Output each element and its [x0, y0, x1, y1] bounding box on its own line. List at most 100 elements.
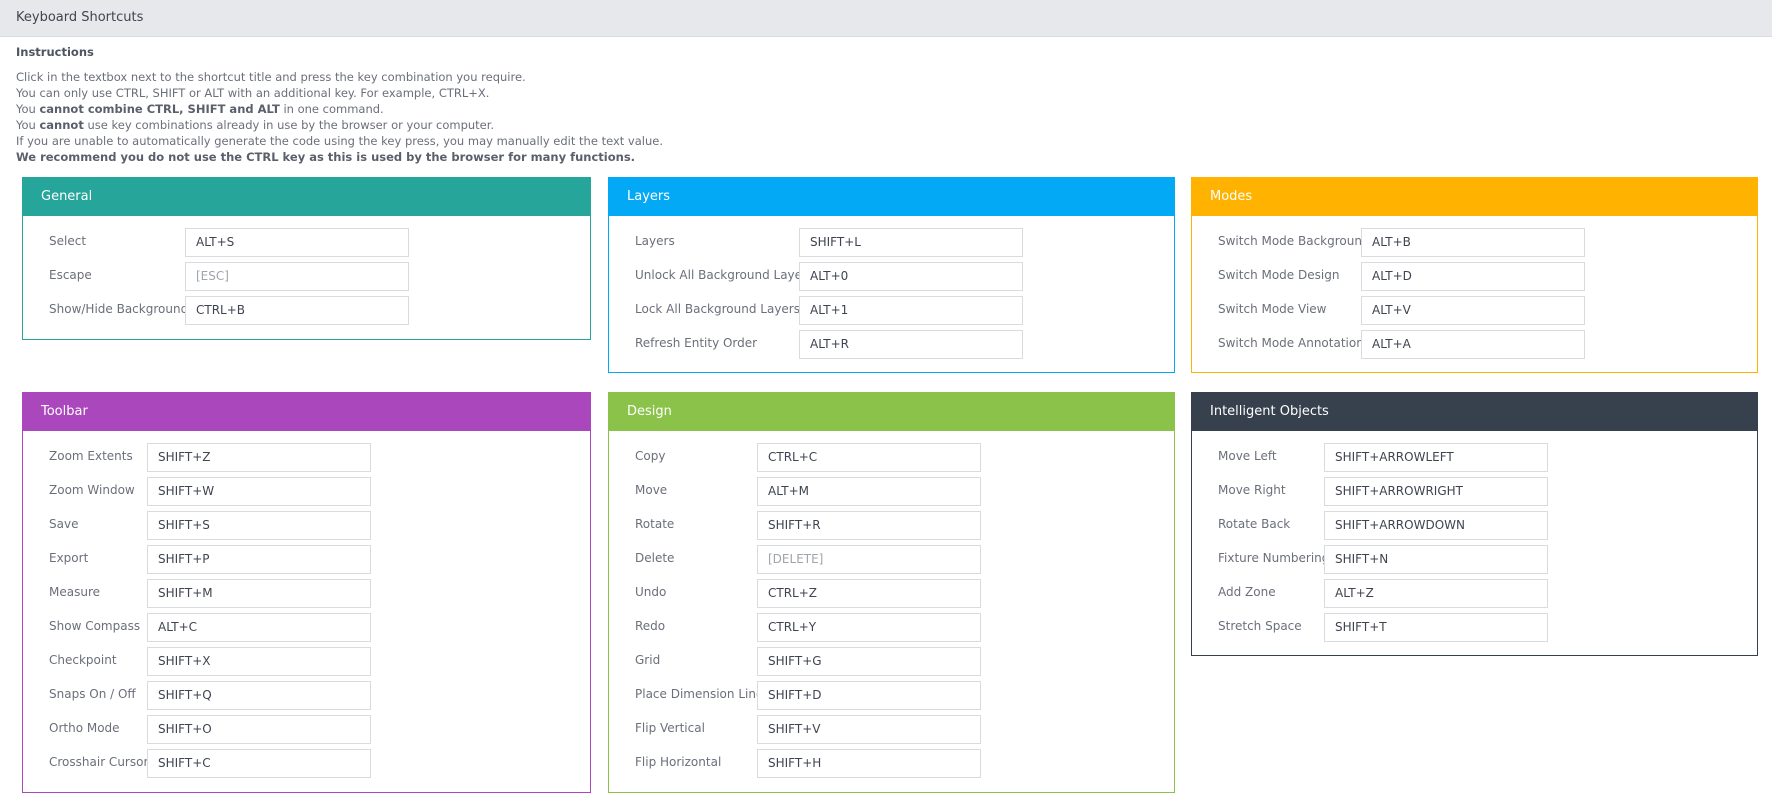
- shortcut-input[interactable]: SHIFT+L: [799, 228, 1023, 257]
- shortcut-input[interactable]: ALT+R: [799, 330, 1023, 359]
- panel-title: Intelligent Objects: [1192, 393, 1757, 431]
- shortcut-input[interactable]: ALT+1: [799, 296, 1023, 325]
- shortcut-input[interactable]: SHIFT+D: [757, 681, 981, 710]
- shortcut-input[interactable]: SHIFT+Q: [147, 681, 371, 710]
- shortcut-row: Unlock All Background Layers ALT+0: [609, 262, 1174, 296]
- shortcut-input[interactable]: SHIFT+ARROWLEFT: [1324, 443, 1548, 472]
- shortcut-input[interactable]: SHIFT+P: [147, 545, 371, 574]
- shortcut-list: Copy CTRL+C Move ALT+M Rotate SHIFT+R Delete [D…: [609, 431, 1174, 783]
- shortcut-input[interactable]: [DELETE]: [757, 545, 981, 574]
- instruction-line: You cannot combine CTRL, SHIFT and ALT i…: [16, 101, 663, 117]
- shortcut-row: Move Left SHIFT+ARROWLEFT: [1192, 443, 1757, 477]
- instruction-text: You: [16, 118, 40, 132]
- shortcut-input[interactable]: ALT+Z: [1324, 579, 1548, 608]
- instruction-emphasis: cannot combine CTRL, SHIFT and ALT: [39, 102, 280, 116]
- panel-title: General: [23, 178, 590, 216]
- shortcut-label: Switch Mode Background: [1218, 234, 1370, 248]
- instruction-text: You can only use CTRL, SHIFT or ALT with…: [16, 86, 490, 100]
- panel-design: Design Copy CTRL+C Move ALT+M Rotate SHIFT+R De…: [608, 392, 1175, 793]
- shortcut-label: Fixture Numbering: [1218, 551, 1330, 565]
- panel-toolbar: Toolbar Zoom Extents SHIFT+Z Zoom Window SHI…: [22, 392, 591, 793]
- shortcut-input[interactable]: ALT+0: [799, 262, 1023, 291]
- shortcut-input[interactable]: ALT+M: [757, 477, 981, 506]
- shortcut-row: Switch Mode Annotation ALT+A: [1192, 330, 1757, 364]
- shortcut-row: Lock All Background Layers ALT+1: [609, 296, 1174, 330]
- shortcut-input[interactable]: CTRL+Z: [757, 579, 981, 608]
- panel-modes: Modes Switch Mode Background ALT+B Switch M…: [1191, 177, 1758, 373]
- shortcut-label: Add Zone: [1218, 585, 1276, 599]
- shortcut-input[interactable]: [ESC]: [185, 262, 409, 291]
- instruction-text: If you are unable to automatically gener…: [16, 134, 663, 148]
- shortcut-row: Save SHIFT+S: [23, 511, 590, 545]
- shortcut-input[interactable]: SHIFT+ARROWDOWN: [1324, 511, 1548, 540]
- shortcut-row: Switch Mode View ALT+V: [1192, 296, 1757, 330]
- shortcut-row: Escape [ESC]: [23, 262, 590, 296]
- shortcut-row: Crosshair Cursor SHIFT+C: [23, 749, 590, 783]
- shortcut-label: Checkpoint: [49, 653, 117, 667]
- shortcut-row: Add Zone ALT+Z: [1192, 579, 1757, 613]
- shortcut-input[interactable]: SHIFT+R: [757, 511, 981, 540]
- shortcut-row: Move ALT+M: [609, 477, 1174, 511]
- panel-layers: Layers Layers SHIFT+L Unlock All Background…: [608, 177, 1175, 373]
- shortcut-label: Refresh Entity Order: [635, 336, 758, 350]
- shortcut-row: Measure SHIFT+M: [23, 579, 590, 613]
- shortcut-label: Grid: [635, 653, 661, 667]
- shortcut-input[interactable]: SHIFT+ARROWRIGHT: [1324, 477, 1548, 506]
- shortcut-row: Layers SHIFT+L: [609, 228, 1174, 262]
- shortcut-row: Rotate Back SHIFT+ARROWDOWN: [1192, 511, 1757, 545]
- shortcut-row: Rotate SHIFT+R: [609, 511, 1174, 545]
- instruction-line: You can only use CTRL, SHIFT or ALT with…: [16, 85, 663, 101]
- instructions-heading: Instructions: [16, 45, 94, 59]
- shortcut-row: Stretch Space SHIFT+T: [1192, 613, 1757, 647]
- shortcut-label: Zoom Window: [49, 483, 135, 497]
- shortcut-input[interactable]: CTRL+Y: [757, 613, 981, 642]
- shortcut-input[interactable]: SHIFT+T: [1324, 613, 1548, 642]
- shortcut-input[interactable]: CTRL+C: [757, 443, 981, 472]
- shortcut-row: Flip Horizontal SHIFT+H: [609, 749, 1174, 783]
- shortcut-input[interactable]: SHIFT+V: [757, 715, 981, 744]
- shortcut-row: Grid SHIFT+G: [609, 647, 1174, 681]
- shortcut-input[interactable]: ALT+B: [1361, 228, 1585, 257]
- shortcut-list: Layers SHIFT+L Unlock All Background Layer…: [609, 216, 1174, 364]
- shortcut-input[interactable]: ALT+A: [1361, 330, 1585, 359]
- shortcut-row: Checkpoint SHIFT+X: [23, 647, 590, 681]
- shortcut-row: Select ALT+S: [23, 228, 590, 262]
- shortcut-label: Redo: [635, 619, 666, 633]
- shortcut-input[interactable]: SHIFT+S: [147, 511, 371, 540]
- shortcut-input[interactable]: SHIFT+M: [147, 579, 371, 608]
- shortcut-input[interactable]: SHIFT+W: [147, 477, 371, 506]
- shortcut-input[interactable]: ALT+D: [1361, 262, 1585, 291]
- shortcut-input[interactable]: CTRL+B: [185, 296, 409, 325]
- shortcut-label: Stretch Space: [1218, 619, 1302, 633]
- shortcut-label: Snaps On / Off: [49, 687, 136, 701]
- shortcut-label: Switch Mode Annotation: [1218, 336, 1364, 350]
- shortcut-input[interactable]: ALT+V: [1361, 296, 1585, 325]
- shortcut-input[interactable]: SHIFT+N: [1324, 545, 1548, 574]
- shortcut-label: Measure: [49, 585, 100, 599]
- shortcut-input[interactable]: SHIFT+G: [757, 647, 981, 676]
- shortcut-row: Flip Vertical SHIFT+V: [609, 715, 1174, 749]
- shortcut-label: Select: [49, 234, 87, 248]
- shortcut-input[interactable]: ALT+C: [147, 613, 371, 642]
- shortcut-input[interactable]: SHIFT+Z: [147, 443, 371, 472]
- instruction-line: We recommend you do not use the CTRL key…: [16, 149, 663, 165]
- shortcut-label: Switch Mode View: [1218, 302, 1327, 316]
- panel-general: General Select ALT+S Escape [ESC] Show/Hide B…: [22, 177, 591, 340]
- shortcut-label: Escape: [49, 268, 92, 282]
- shortcut-input[interactable]: SHIFT+X: [147, 647, 371, 676]
- panel-intelligent-objects: Intelligent Objects Move Left SHIFT+ARROWL…: [1191, 392, 1758, 656]
- shortcut-input[interactable]: ALT+S: [185, 228, 409, 257]
- shortcut-label: Rotate Back: [1218, 517, 1291, 531]
- shortcut-input[interactable]: SHIFT+O: [147, 715, 371, 744]
- shortcut-row: Refresh Entity Order ALT+R: [609, 330, 1174, 364]
- shortcut-row: Show/Hide Background CTRL+B: [23, 296, 590, 330]
- instruction-text: use key combinations already in use by t…: [83, 118, 495, 132]
- shortcut-row: Zoom Window SHIFT+W: [23, 477, 590, 511]
- shortcut-row: Ortho Mode SHIFT+O: [23, 715, 590, 749]
- window-titlebar: Keyboard Shortcuts: [0, 0, 1772, 37]
- shortcut-input[interactable]: SHIFT+C: [147, 749, 371, 778]
- shortcut-input[interactable]: SHIFT+H: [757, 749, 981, 778]
- shortcut-label: Delete: [635, 551, 675, 565]
- shortcut-row: Move Right SHIFT+ARROWRIGHT: [1192, 477, 1757, 511]
- shortcut-label: Place Dimension Line: [635, 687, 764, 701]
